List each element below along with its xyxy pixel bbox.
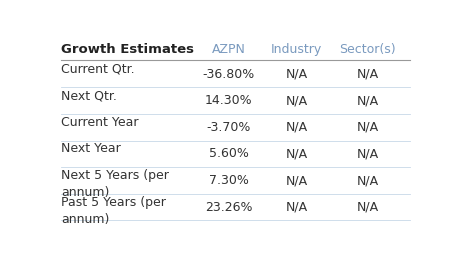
Text: Current Qtr.: Current Qtr.	[61, 63, 134, 76]
Text: N/A: N/A	[356, 94, 378, 107]
Text: N/A: N/A	[285, 94, 307, 107]
Text: AZPN: AZPN	[211, 42, 245, 56]
Text: -3.70%: -3.70%	[206, 121, 250, 134]
Text: N/A: N/A	[285, 201, 307, 214]
Text: Current Year: Current Year	[61, 116, 138, 129]
Text: N/A: N/A	[356, 68, 378, 81]
Text: N/A: N/A	[285, 174, 307, 187]
Text: N/A: N/A	[356, 121, 378, 134]
Text: 14.30%: 14.30%	[204, 94, 252, 107]
Text: N/A: N/A	[356, 147, 378, 161]
Text: Industry: Industry	[270, 42, 321, 56]
Text: N/A: N/A	[285, 147, 307, 161]
Text: 7.30%: 7.30%	[208, 174, 248, 187]
Text: Past 5 Years (per
annum): Past 5 Years (per annum)	[61, 196, 166, 226]
Text: Next Qtr.: Next Qtr.	[61, 89, 117, 102]
Text: N/A: N/A	[356, 174, 378, 187]
Text: Growth Estimates: Growth Estimates	[61, 42, 194, 56]
Text: N/A: N/A	[285, 68, 307, 81]
Text: Next 5 Years (per
annum): Next 5 Years (per annum)	[61, 169, 168, 199]
Text: N/A: N/A	[356, 201, 378, 214]
Text: Next Year: Next Year	[61, 143, 121, 155]
Text: Sector(s): Sector(s)	[339, 42, 395, 56]
Text: N/A: N/A	[285, 121, 307, 134]
Text: 5.60%: 5.60%	[208, 147, 248, 161]
Text: 23.26%: 23.26%	[204, 201, 252, 214]
Text: -36.80%: -36.80%	[202, 68, 254, 81]
